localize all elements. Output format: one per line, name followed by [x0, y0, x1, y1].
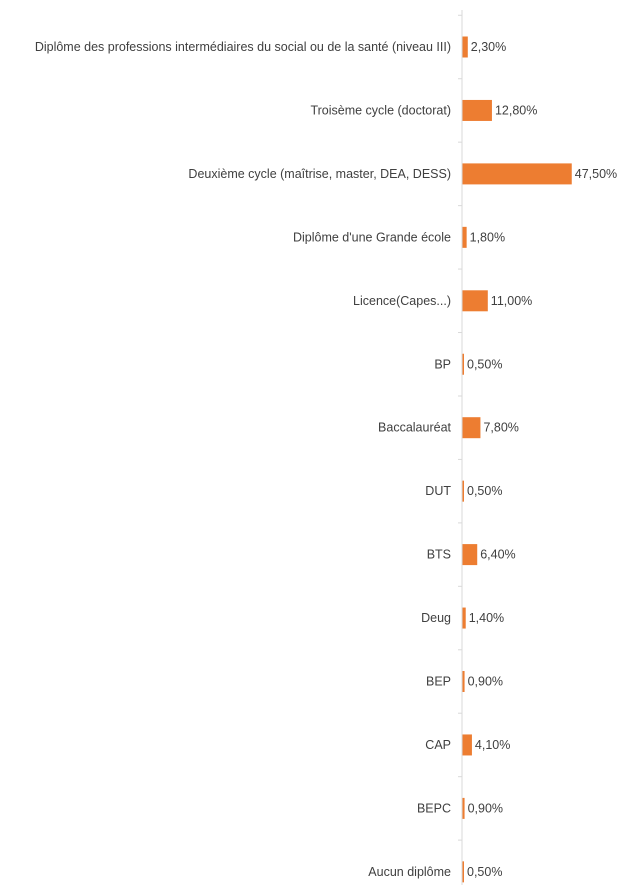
data-label: 7,80% [483, 421, 518, 435]
category-label: Diplôme des professions intermédiaires d… [35, 40, 451, 54]
bar [462, 353, 464, 375]
data-label: 12,80% [495, 103, 537, 117]
category-label: Deug [421, 611, 451, 625]
data-label: 4,10% [475, 738, 510, 752]
bar [462, 607, 466, 629]
bar [462, 99, 492, 121]
bar [462, 861, 464, 883]
category-label: CAP [425, 738, 451, 752]
bar [462, 797, 465, 819]
category-label: Deuxième cycle (maîtrise, master, DEA, D… [188, 167, 451, 181]
data-label: 0,90% [468, 801, 503, 815]
bar [462, 36, 468, 58]
category-label: BEPC [417, 801, 451, 815]
data-label: 0,50% [467, 865, 502, 879]
data-label: 11,00% [491, 294, 532, 308]
category-label: DUT [425, 484, 451, 498]
bar [462, 671, 465, 692]
data-labels: 2,30% 12,80% 47,50% 1,80% 11,00% 0,50% 7,80% 0,… [467, 40, 617, 879]
category-label: Baccalauréat [378, 421, 451, 435]
bar-series [462, 36, 572, 883]
data-label: 1,80% [470, 230, 505, 244]
bar [462, 290, 488, 312]
category-label: BP [434, 357, 451, 371]
data-label: 0,90% [468, 675, 503, 689]
category-label: BTS [427, 548, 451, 562]
data-label: 2,30% [471, 40, 506, 54]
data-label: 47,50% [575, 167, 617, 181]
category-label: Aucun diplôme [368, 865, 451, 879]
bar [462, 226, 467, 248]
data-label: 0,50% [467, 484, 502, 498]
category-label: Troisème cycle (doctorat) [310, 103, 451, 117]
data-label: 6,40% [480, 548, 515, 562]
bar [462, 734, 472, 756]
data-label: 1,40% [469, 611, 504, 625]
category-label: Diplôme d'une Grande école [293, 230, 451, 244]
category-label: BEP [426, 675, 451, 689]
category-labels: Diplôme des professions intermédiaires d… [35, 14, 462, 879]
bar [462, 480, 464, 502]
bar [462, 417, 481, 439]
category-label: Licence(Capes...) [353, 294, 451, 308]
bar [462, 544, 478, 566]
data-label: 0,50% [467, 357, 502, 371]
bar [462, 163, 572, 185]
